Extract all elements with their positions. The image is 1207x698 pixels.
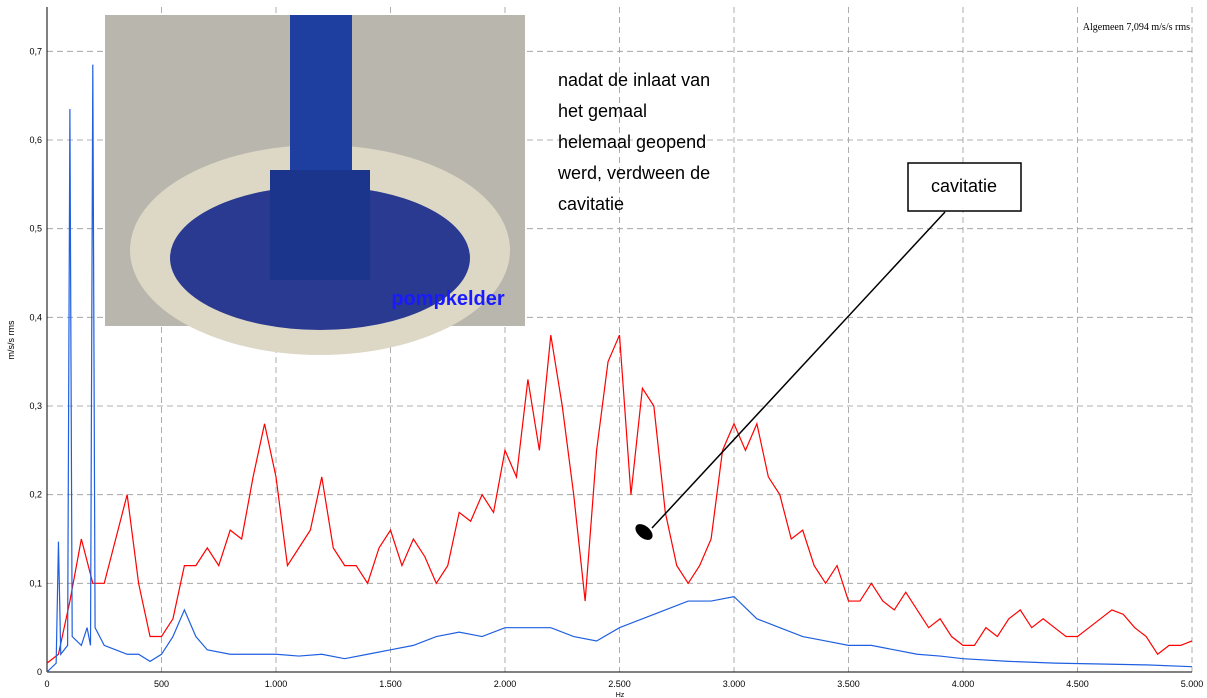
callout-line (651, 211, 946, 529)
x-tick-label: 5.000 (1181, 679, 1204, 689)
x-tick-label: 2.500 (608, 679, 631, 689)
series-line (46, 64, 1193, 673)
y-tick-label: 0,6 (29, 135, 42, 145)
photo-pump (290, 15, 352, 185)
x-tick-label: 3.500 (837, 679, 860, 689)
photo-caption: pompkelder (391, 288, 505, 310)
photo-pump-base (270, 170, 370, 280)
y-tick-label: 0 (37, 667, 42, 677)
y-tick-label: 0,2 (29, 490, 42, 500)
y-tick-label: 0,4 (29, 312, 42, 322)
annotation-line: helemaal geopend (558, 132, 706, 152)
x-axis-label: Hz (616, 692, 625, 698)
y-tick-label: 0,5 (29, 224, 42, 234)
y-tick-label: 0,7 (29, 46, 42, 56)
series-line (46, 334, 1193, 664)
x-tick-label: 0 (44, 679, 49, 689)
callout-dot (635, 524, 653, 540)
y-tick-label: 0,1 (29, 578, 42, 588)
x-tick-label: 4.000 (952, 679, 975, 689)
annotation: nadat de inlaat van het gemaal helemaal ge… (557, 70, 710, 214)
annotation-line: nadat de inlaat van (558, 70, 710, 90)
x-tick-label: 1.000 (265, 679, 288, 689)
annotation-line: werd, verdween de (557, 163, 710, 183)
annotation-line: cavitatie (558, 194, 624, 214)
x-tick-label: 3.000 (723, 679, 746, 689)
y-tick-label: 0,3 (29, 401, 42, 411)
header-note: Algemeen 7,094 m/s/s rms (1083, 22, 1190, 33)
x-tick-label: 1.500 (379, 679, 402, 689)
callout-box (907, 162, 1022, 212)
x-tick-label: 2.000 (494, 679, 517, 689)
y-axis-label: m/s/s rms (6, 320, 16, 359)
x-tick-label: 4.500 (1066, 679, 1089, 689)
x-tick-label: 500 (154, 679, 169, 689)
photo: pompkelder (105, 15, 525, 355)
callout-label: cavitatie (931, 176, 997, 196)
annotation-line: het gemaal (558, 101, 647, 121)
